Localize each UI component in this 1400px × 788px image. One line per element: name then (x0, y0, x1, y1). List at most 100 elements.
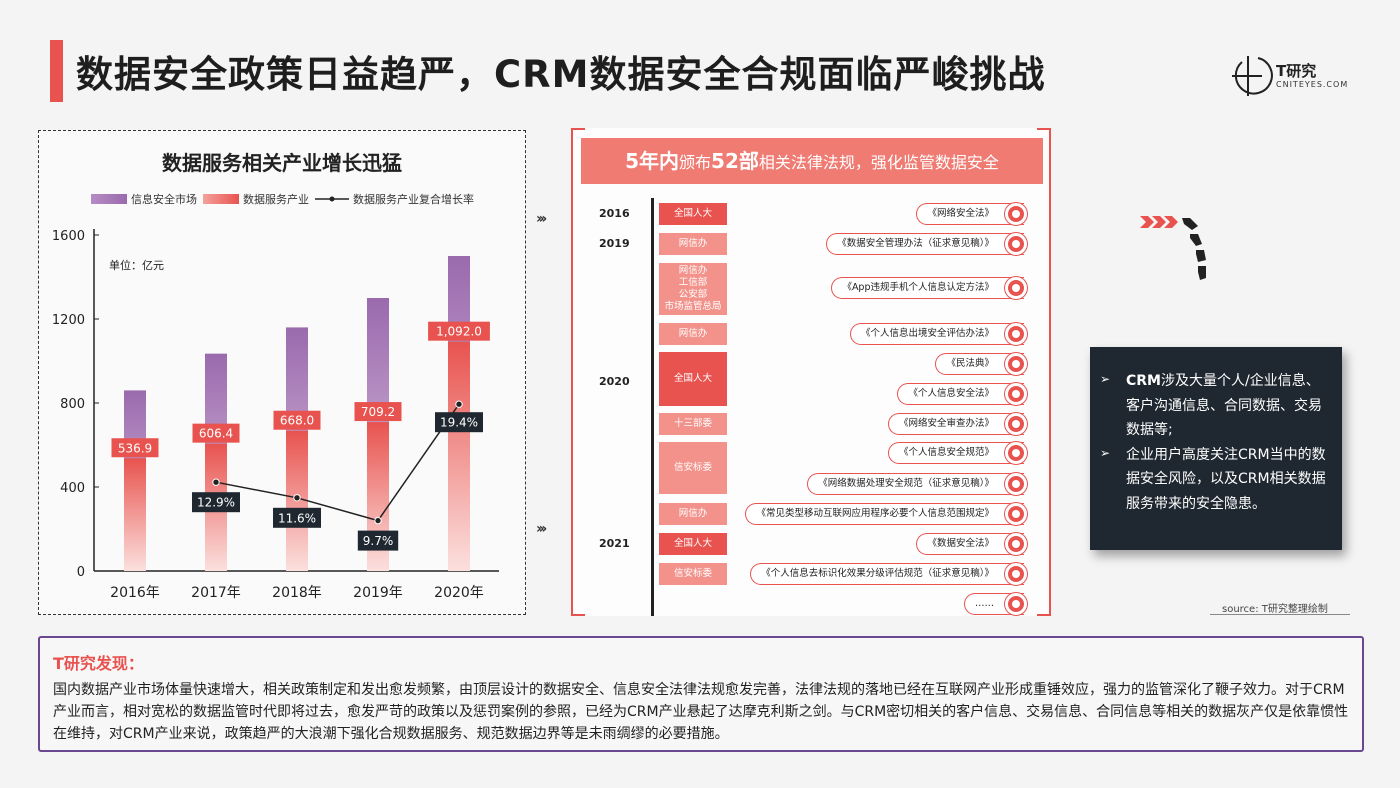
panel-corner (1037, 128, 1051, 130)
arrow-right-icon: ››› (536, 211, 547, 227)
legend-item-security: 信息安全市场 (91, 191, 197, 207)
legend-swatch-data-service (203, 194, 239, 204)
panel-corner (1037, 614, 1051, 616)
agency-label: 全国人大 (659, 203, 727, 225)
law-item: 《民法典》 (935, 353, 1024, 375)
growth-point (455, 400, 463, 408)
legend-label-security: 信息安全市场 (131, 193, 197, 206)
laws-header-period: 5年内 (625, 149, 680, 173)
law-item: 《网络安全审查办法》 (887, 413, 1024, 435)
source-divider (1210, 614, 1350, 615)
law-dot-icon (1005, 413, 1027, 435)
growth-label: 11.6% (278, 511, 316, 525)
chart-panel: 数据服务相关产业增长迅猛 信息安全市场 数据服务产业 数据服务产业复合增长率 单… (38, 130, 526, 615)
agency-label: 信安标委 (659, 442, 727, 494)
brand-logo: T研究 CNITEYES.COM (1228, 52, 1358, 98)
growth-label-bg (435, 412, 483, 433)
legend-label-growth: 数据服务产业复合增长率 (353, 193, 474, 206)
insight-item: 企业用户高度关注CRM当中的数据安全风险，以及CRM相关数据服务带来的安全隐患。 (1100, 443, 1328, 517)
law-item: 《网络数据处理安全规范（征求意见稿）》 (807, 473, 1024, 495)
agency-label: 网信办 (659, 233, 727, 255)
insight-box: CRM涉及大量个人/企业信息、客户沟通信息、合同数据、交易数据等; 企业用户高度… (1090, 347, 1342, 550)
findings-title: T研究发现： (53, 654, 144, 673)
legend-line-icon (315, 196, 349, 202)
data-label: 668.0 (280, 414, 314, 428)
x-tick-label: 2017年 (191, 585, 241, 601)
agency-label: 网信办 (659, 323, 727, 345)
page-title: 数据安全政策日益趋严，CRM数据安全合规面临严峻挑战 (76, 53, 1046, 96)
law-item: 《数据安全管理办法（征求意见稿）》 (826, 233, 1024, 255)
law-item: 《个人信息去标识化效果分级评估规范（征求意见稿）》 (750, 563, 1024, 585)
logo-icon (1232, 56, 1273, 96)
y-tick-label: 0 (77, 565, 85, 580)
growth-label: 9.7% (363, 534, 394, 548)
agency-label: 全国人大 (659, 533, 727, 555)
law-dot-icon (1005, 503, 1027, 525)
findings-body: 国内数据产业市场体量快速增大，相关政策制定和发出愈发频繁，由顶层设计的数据安全、… (53, 682, 1349, 742)
agency-label: 网信办 工信部 公安部 市场监管总局 (659, 263, 727, 315)
agency-label: 信安标委 (659, 563, 727, 585)
unit-label: 单位：亿元 (109, 259, 164, 272)
law-item: 《个人信息安全规范》 (887, 442, 1024, 464)
law-dot-icon (1005, 533, 1027, 555)
year-label: 2019 (599, 237, 630, 250)
bar-data-service (124, 458, 146, 571)
growth-point (212, 478, 220, 486)
growth-point (374, 516, 382, 525)
year-label: 2020 (599, 375, 630, 388)
x-tick-label: 2016年 (110, 585, 160, 601)
panel-corner (571, 614, 585, 616)
agency-label: 十三部委 (659, 413, 727, 435)
growth-label-bg (273, 507, 321, 528)
chevron-arrow-icon (1140, 216, 1206, 280)
law-item: 《App违规手机个人信息认定方法》 (831, 277, 1024, 299)
logo-name: T研究 (1276, 62, 1317, 80)
bar-chart: 0 400 800 1200 1600 536.9 2016年 606.4 2017年 668.0… (52, 229, 499, 601)
chart-title: 数据服务相关产业增长迅猛 (162, 151, 402, 175)
law-item: 《个人信息安全法》 (897, 383, 1024, 405)
source-note: source: T研究整理绘制 (1222, 604, 1328, 615)
legend-swatch-security (91, 194, 127, 204)
timeline-axis (651, 198, 654, 616)
legend-label-data-service: 数据服务产业 (243, 193, 309, 206)
legend-item-data-service: 数据服务产业 (203, 191, 309, 207)
title-accent-bar (50, 40, 63, 102)
insight-item: CRM涉及大量个人/企业信息、客户沟通信息、合同数据、交易数据等; (1100, 369, 1328, 443)
agency-label: 全国人大 (659, 352, 727, 406)
law-dot-icon (1005, 323, 1027, 345)
y-tick-label: 400 (60, 481, 85, 496)
laws-header: 5年内颁布52部相关法律法规，强化监管数据安全 (581, 138, 1043, 184)
laws-header-rest: 相关法律法规，强化监管数据安全 (758, 153, 999, 172)
growth-label-bg (357, 530, 399, 551)
growth-label-bg (192, 492, 240, 513)
law-item: 《常见类型移动互联网应用程序必要个人信息范围规定》 (745, 503, 1024, 525)
insight-item-text: 企业用户高度关注CRM当中的数据安全风险，以及CRM相关数据服务带来的安全隐患。 (1126, 446, 1326, 512)
law-dot-icon (1005, 233, 1027, 255)
growth-point (293, 494, 301, 502)
y-tick-label: 1200 (52, 313, 85, 328)
findings-panel: T研究发现： 国内数据产业市场体量快速增大，相关政策制定和发出愈发频繁，由顶层设… (38, 636, 1364, 752)
agency-label: 网信办 (659, 503, 727, 525)
law-dot-icon (1005, 277, 1027, 299)
data-label-bg (428, 321, 490, 341)
arrow-right-icon: ››› (536, 521, 547, 537)
y-tick-label: 800 (60, 397, 85, 412)
laws-header-count: 52部 (711, 149, 759, 173)
insight-item-keyword: CRM (1126, 373, 1161, 389)
year-label: 2016 (599, 207, 630, 220)
data-label-bg (111, 438, 159, 458)
bar-data-service (448, 341, 470, 571)
data-label-bg (273, 410, 321, 430)
legend-item-growth: 数据服务产业复合增长率 (315, 191, 474, 207)
law-dot-icon (1005, 473, 1027, 495)
law-dot-icon (1005, 383, 1027, 405)
data-label: 536.9 (118, 441, 152, 455)
logo-subtitle: CNITEYES.COM (1276, 80, 1349, 89)
agency-multi-text: 网信办 工信部 公安部 市场监管总局 (664, 265, 722, 312)
data-label: 606.4 (199, 427, 233, 441)
law-dot-icon (1005, 563, 1027, 585)
panel-corner (571, 128, 585, 130)
growth-line (215, 403, 460, 522)
year-label: 2021 (599, 537, 630, 550)
law-dot-icon (1005, 203, 1027, 225)
